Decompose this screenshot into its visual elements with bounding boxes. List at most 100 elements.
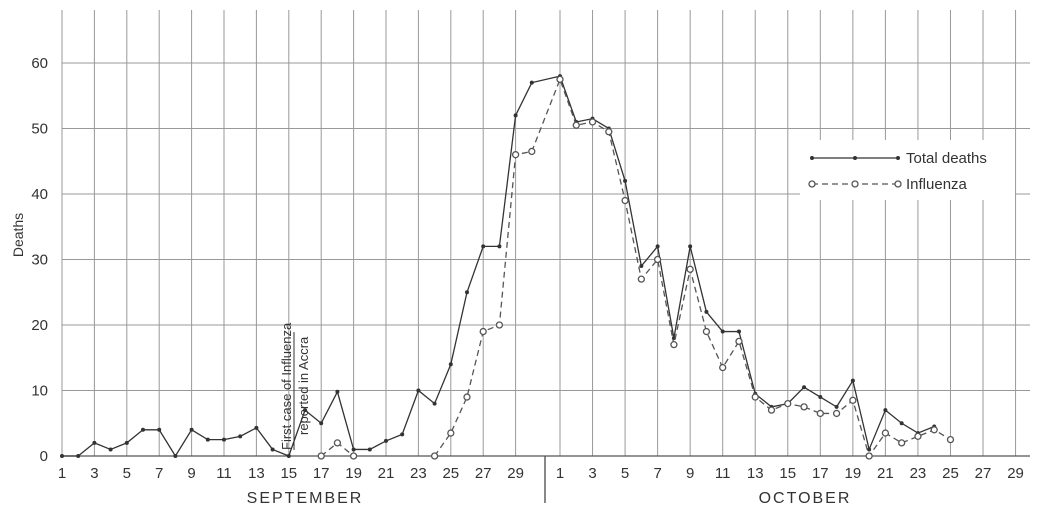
total-deaths-point (834, 404, 839, 409)
y-tick-label: 30 (31, 252, 48, 269)
series-layer (60, 74, 955, 460)
total-deaths-point (448, 362, 453, 367)
x-tick-label: 7 (155, 465, 163, 482)
influenza-point (637, 275, 645, 283)
x-tick-label: 9 (686, 465, 694, 482)
x-tick-label: 3 (90, 465, 98, 482)
influenza-point (653, 255, 662, 264)
total-deaths-point (736, 329, 741, 334)
x-tick-label: 1 (58, 465, 66, 482)
total-deaths-point (60, 454, 64, 458)
legend-total-label: Total deaths (906, 150, 987, 167)
total-deaths-point (802, 385, 807, 390)
influenza-line (434, 77, 951, 458)
y-tick-labels: 0 10 20 30 40 50 60 (31, 55, 48, 465)
total-deaths-point (720, 329, 725, 334)
total-deaths-point (157, 427, 162, 432)
total-deaths-point (319, 421, 324, 426)
annotation-line-1: First case of Influenza (279, 322, 294, 450)
influenza-point (479, 327, 487, 336)
legend-influenza-label: Influenza (906, 176, 968, 193)
influenza-point (930, 426, 938, 434)
x-tick-label: 25 (942, 465, 959, 482)
total-deaths-point (655, 244, 660, 249)
total-deaths-point (639, 264, 644, 269)
x-tick-label: 11 (216, 465, 232, 482)
x-tick-label: 5 (621, 465, 629, 482)
total-deaths-point (189, 427, 194, 432)
x-tick-label: 25 (442, 465, 459, 482)
influenza-point (849, 396, 857, 404)
total-deaths-point (688, 244, 693, 249)
influenza-point (572, 121, 580, 129)
influenza-point (317, 452, 325, 460)
total-deaths-point (850, 378, 855, 383)
total-deaths-point (867, 447, 872, 452)
x-tick-label: 29 (507, 465, 524, 482)
y-tick-label: 50 (31, 121, 48, 138)
legend-influenza-marker (851, 180, 859, 188)
legend-total-marker (810, 156, 814, 160)
total-deaths-point (367, 447, 372, 452)
total-deaths-point (623, 178, 628, 183)
influenza-point (556, 75, 564, 84)
y-tick-label: 20 (31, 317, 48, 334)
total-deaths-point (222, 437, 226, 442)
y-tick-label: 0 (40, 448, 48, 465)
x-tick-label: 13 (747, 465, 764, 482)
influenza-point (349, 452, 358, 460)
x-tick-label: 17 (812, 465, 829, 482)
total-deaths-point (270, 447, 275, 452)
influenza-point (588, 118, 597, 126)
total-deaths-line (62, 75, 935, 458)
legend-influenza-marker (808, 180, 816, 188)
month-label-september: SEPTEMBER (247, 490, 364, 506)
influenza-point (528, 147, 536, 156)
total-deaths-point (529, 80, 534, 85)
total-deaths-point (432, 401, 437, 406)
influenza-point (686, 265, 694, 273)
total-deaths-point (883, 408, 888, 413)
total-deaths-point (335, 389, 340, 394)
total-deaths-point (497, 244, 502, 249)
total-deaths-point (704, 309, 709, 314)
influenza-point (333, 439, 342, 447)
x-tick-label: 5 (123, 465, 131, 482)
total-deaths-point (141, 427, 145, 432)
x-tick-label: 27 (975, 465, 992, 482)
x-tick-label: 1 (556, 465, 564, 482)
influenza-point (832, 409, 841, 418)
total-deaths-point (384, 438, 388, 443)
total-deaths-point (513, 113, 518, 118)
x-tick-label: 17 (313, 465, 330, 482)
total-deaths-point (124, 440, 129, 445)
influenza-point (784, 399, 792, 408)
influenza-point (881, 429, 890, 437)
x-tick-label: 23 (410, 465, 427, 482)
total-deaths-point (416, 388, 421, 393)
legend-total-marker (896, 156, 900, 160)
y-tick-label: 10 (31, 383, 48, 400)
total-deaths-point (76, 454, 81, 458)
total-deaths-point (286, 454, 291, 458)
y-tick-label: 60 (31, 55, 48, 72)
influenza-point (751, 393, 759, 401)
x-tick-label: 15 (280, 465, 297, 482)
influenza-point (816, 409, 824, 418)
x-tick-label: 19 (345, 465, 362, 482)
influenza-point (463, 393, 471, 401)
legend-total-marker (853, 156, 857, 160)
influenza-point (800, 403, 808, 411)
influenza-point (719, 363, 727, 372)
x-tick-label: 11 (715, 465, 731, 482)
influenza-point (898, 439, 906, 447)
total-deaths-point (481, 244, 486, 249)
month-label-october: OCTOBER (759, 490, 852, 506)
total-deaths-point (205, 437, 210, 442)
influenza-point (447, 429, 455, 437)
legend: Total deaths Influenza (800, 140, 1015, 200)
x-tick-label: 27 (475, 465, 492, 482)
influenza-point (511, 151, 520, 159)
influenza-point (621, 196, 629, 205)
